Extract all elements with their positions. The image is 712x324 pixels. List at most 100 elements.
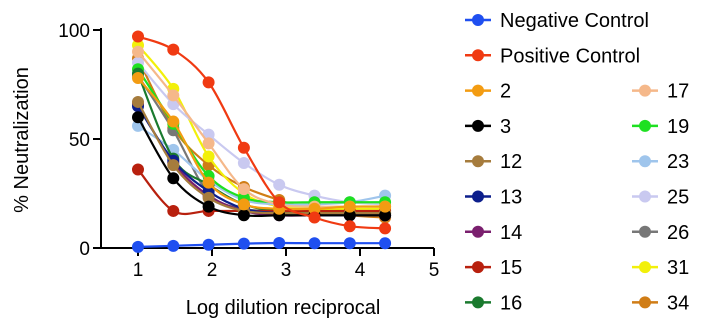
- legend-label: 14: [500, 222, 522, 244]
- data-point: [343, 200, 356, 213]
- legend-item-19: 19: [632, 116, 689, 138]
- data-point: [132, 240, 144, 253]
- data-point: [202, 238, 215, 251]
- legend-marker: [472, 261, 484, 274]
- data-point: [202, 176, 215, 189]
- x-tick-label: 5: [429, 260, 440, 281]
- legend-label: 25: [667, 187, 689, 209]
- data-point: [379, 237, 392, 250]
- legend-item-15: 15: [465, 257, 522, 279]
- legend-item-25: 25: [632, 187, 689, 209]
- legend-marker: [472, 225, 484, 238]
- legend-marker: [472, 14, 484, 26]
- legend-label: 15: [500, 257, 522, 279]
- legend-marker: [472, 84, 484, 97]
- series-positive-control: [132, 30, 392, 235]
- data-point: [132, 71, 144, 84]
- data-point: [167, 43, 180, 56]
- y-tick-label: 0: [79, 239, 90, 260]
- legend-label: 34: [667, 292, 689, 314]
- x-tick-label: 3: [281, 260, 292, 281]
- data-point: [237, 198, 250, 211]
- data-point: [132, 163, 144, 176]
- legend-item-26: 26: [632, 222, 689, 244]
- legend-item-16: 16: [465, 292, 522, 314]
- legend-marker: [472, 190, 484, 203]
- data-point: [202, 191, 215, 204]
- legend-marker: [639, 119, 651, 132]
- legend-marker: [472, 119, 484, 132]
- data-point: [237, 156, 250, 169]
- data-point: [343, 220, 356, 233]
- series-3: [132, 111, 392, 222]
- data-point: [273, 236, 286, 249]
- legend-label: 16: [500, 292, 522, 314]
- legend-label: 19: [667, 116, 689, 138]
- legend-item-14: 14: [465, 222, 522, 244]
- data-point: [379, 222, 392, 235]
- x-tick-label: 4: [355, 260, 366, 281]
- legend-label: 31: [667, 257, 689, 279]
- data-point: [132, 111, 144, 124]
- legend-label: 13: [500, 187, 522, 209]
- data-point: [132, 30, 144, 43]
- y-tick-label: 50: [69, 130, 90, 151]
- data-point: [202, 200, 215, 213]
- legend-marker: [472, 49, 484, 62]
- x-tick-label: 2: [207, 260, 218, 281]
- legend-item-17: 17: [632, 81, 689, 103]
- data-point: [379, 200, 392, 213]
- legend-marker: [639, 84, 651, 97]
- legend-marker: [639, 261, 651, 274]
- data-point: [237, 209, 250, 222]
- legend-item-31: 31: [632, 257, 689, 279]
- data-point: [167, 159, 180, 172]
- legend-item-12: 12: [465, 151, 522, 173]
- data-point: [132, 95, 144, 108]
- legend-marker: [472, 155, 484, 168]
- legend-label: 26: [667, 222, 689, 244]
- legend-label: 12: [500, 151, 522, 173]
- legend-label: 23: [667, 151, 689, 173]
- data-point: [167, 172, 180, 185]
- plot-area: 0 50 100 1 2 3 4 5: [58, 21, 439, 281]
- data-point: [167, 239, 180, 252]
- legend-label: Negative Control: [500, 10, 649, 32]
- legend-item-34: 34: [632, 292, 689, 314]
- data-point: [308, 237, 321, 250]
- data-point: [343, 209, 356, 222]
- data-point: [167, 115, 180, 128]
- data-point: [237, 237, 250, 250]
- legend-marker: [639, 225, 651, 238]
- legend-item-positive-control: Positive Control: [465, 45, 640, 67]
- data-point: [273, 196, 286, 209]
- legend-label: Positive Control: [500, 45, 640, 67]
- data-point: [237, 183, 250, 196]
- data-point: [202, 76, 215, 89]
- x-tick-label: 1: [133, 260, 144, 281]
- data-point: [167, 204, 180, 217]
- legend-item-negative-control: Negative Control: [465, 10, 649, 32]
- legend-item-3: 3: [465, 116, 511, 138]
- x-axis-label: Log dilution reciprocal: [186, 297, 381, 319]
- data-point: [273, 178, 286, 191]
- data-point: [308, 202, 321, 215]
- legend-item-23: 23: [632, 151, 689, 173]
- data-point: [343, 237, 356, 250]
- legend-marker: [639, 155, 651, 168]
- legend-label: 2: [500, 81, 511, 103]
- data-point: [379, 209, 392, 222]
- y-tick-label: 100: [58, 21, 90, 42]
- data-point: [202, 137, 215, 150]
- legend-label: 17: [667, 81, 689, 103]
- series-negative-control: [132, 236, 392, 253]
- legend-label: 3: [500, 116, 511, 138]
- legend-marker: [472, 296, 484, 309]
- series-line-34: [137, 57, 386, 219]
- data-point: [308, 211, 321, 224]
- data-point: [202, 150, 215, 163]
- legend-marker: [639, 190, 651, 203]
- y-axis-label: % Neutralization: [11, 67, 33, 213]
